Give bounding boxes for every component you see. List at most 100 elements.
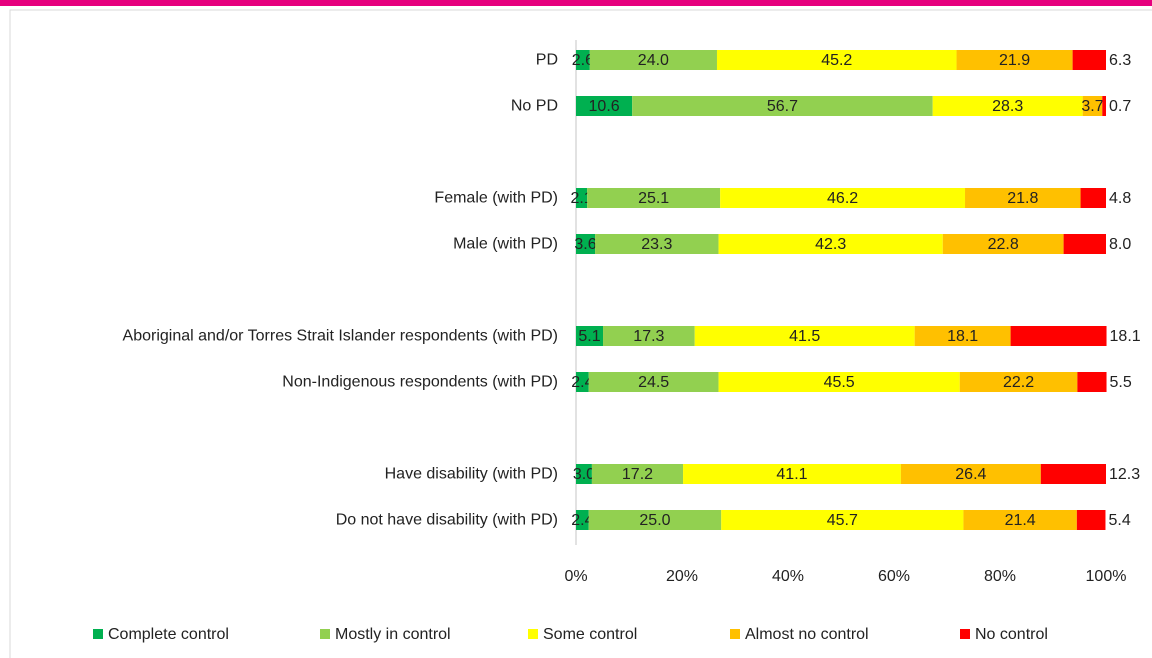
bar-segment xyxy=(721,510,964,530)
data-label: 21.8 xyxy=(1007,190,1038,207)
bar-segment xyxy=(1072,50,1106,70)
x-tick-label: 0% xyxy=(564,568,587,585)
bar-segment xyxy=(587,188,721,208)
data-label: 2.4 xyxy=(571,374,593,391)
data-label: 5.5 xyxy=(1110,374,1132,391)
data-label: 45.2 xyxy=(821,52,852,69)
x-tick-label: 20% xyxy=(666,568,698,585)
legend-swatch xyxy=(320,629,330,639)
data-label: 6.3 xyxy=(1109,52,1131,69)
category-label: No PD xyxy=(510,97,558,115)
legend-label: Mostly in control xyxy=(335,626,451,643)
data-label: 2.6 xyxy=(572,52,594,69)
data-label: 21.4 xyxy=(1005,512,1036,529)
category-label: Non-Indigenous respondents (with PD) xyxy=(282,373,558,391)
bar-segment xyxy=(963,510,1077,530)
x-tick-label: 100% xyxy=(1086,568,1127,585)
data-label: 25.1 xyxy=(638,190,669,207)
bar-segment xyxy=(588,372,719,392)
bar-segment xyxy=(959,372,1078,392)
data-label: 18.1 xyxy=(947,328,978,345)
data-label: 8.0 xyxy=(1109,236,1131,253)
bar-segment xyxy=(956,50,1073,70)
bar-segment xyxy=(576,510,589,530)
bar-segment xyxy=(632,96,933,116)
data-label: 46.2 xyxy=(827,190,858,207)
bar-segment xyxy=(576,96,633,116)
legend-label: Almost no control xyxy=(745,626,869,643)
data-label: 10.6 xyxy=(589,98,620,115)
data-label: 28.3 xyxy=(992,98,1023,115)
bar-segment xyxy=(718,372,960,392)
data-label: 4.8 xyxy=(1109,190,1131,207)
bar-segment xyxy=(900,464,1041,484)
bar-segment xyxy=(914,326,1011,346)
legend-swatch xyxy=(93,629,103,639)
data-label: 45.5 xyxy=(824,374,855,391)
bar-segment xyxy=(1080,188,1106,208)
chart-frame xyxy=(9,9,1152,658)
bar-segment xyxy=(576,234,596,254)
data-label: 5.1 xyxy=(578,328,600,345)
category-label: Female (with PD) xyxy=(434,189,558,207)
data-label: 17.2 xyxy=(622,466,653,483)
bar-segment xyxy=(1010,326,1107,346)
data-label: 3.0 xyxy=(573,466,595,483)
category-label: Male (with PD) xyxy=(453,235,558,253)
data-label: 17.3 xyxy=(633,328,664,345)
data-label: 26.4 xyxy=(955,466,986,483)
data-label: 2.4 xyxy=(571,512,593,529)
x-tick-label: 60% xyxy=(878,568,910,585)
bar-segment xyxy=(718,234,943,254)
data-label: 41.5 xyxy=(789,328,820,345)
bar-segment xyxy=(716,50,957,70)
bar-segment xyxy=(683,464,901,484)
legend-label: Some control xyxy=(543,626,637,643)
data-label: 24.0 xyxy=(638,52,669,69)
data-label: 25.0 xyxy=(639,512,670,529)
data-label: 3.7 xyxy=(1081,98,1103,115)
bar-segment xyxy=(576,372,589,392)
legend-swatch xyxy=(730,629,740,639)
data-label: 0.7 xyxy=(1109,98,1131,115)
category-label: Do not have disability (with PD) xyxy=(335,511,558,529)
category-label: Aboriginal and/or Torres Strait Islander… xyxy=(122,327,558,345)
data-label: 41.1 xyxy=(776,466,807,483)
bar-segment xyxy=(965,188,1081,208)
bar-segment xyxy=(1076,510,1106,530)
data-label: 42.3 xyxy=(815,236,846,253)
bar-segment xyxy=(591,464,684,484)
bar-segment xyxy=(1082,96,1103,116)
data-label: 56.7 xyxy=(767,98,798,115)
data-label: 45.7 xyxy=(827,512,858,529)
bar-segment xyxy=(576,326,604,346)
bar-segment xyxy=(932,96,1083,116)
x-tick-label: 80% xyxy=(984,568,1016,585)
data-label: 22.2 xyxy=(1003,374,1034,391)
bar-segment xyxy=(720,188,966,208)
bar-segment xyxy=(1102,96,1106,116)
bar-segment xyxy=(942,234,1064,254)
category-label: Have disability (with PD) xyxy=(384,465,558,483)
bar-segment xyxy=(1040,464,1106,484)
title-strip xyxy=(0,0,1152,6)
category-label: PD xyxy=(535,51,558,69)
data-label: 5.4 xyxy=(1108,512,1130,529)
data-label: 24.5 xyxy=(638,374,669,391)
data-label: 23.3 xyxy=(641,236,672,253)
bar-segment xyxy=(694,326,915,346)
bar-segment xyxy=(576,464,592,484)
bar-segment xyxy=(1077,372,1107,392)
x-tick-label: 40% xyxy=(772,568,804,585)
legend-swatch xyxy=(528,629,538,639)
legend-swatch xyxy=(960,629,970,639)
data-label: 12.3 xyxy=(1109,466,1140,483)
bar-segment xyxy=(588,510,722,530)
bar-segment xyxy=(576,188,588,208)
data-label: 21.9 xyxy=(999,52,1030,69)
bar-segment xyxy=(576,50,590,70)
data-label: 22.8 xyxy=(988,236,1019,253)
bar-segment xyxy=(595,234,719,254)
